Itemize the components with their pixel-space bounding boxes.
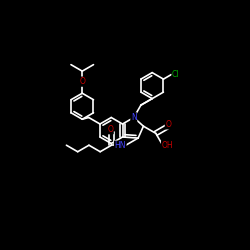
Text: N: N: [131, 113, 137, 122]
Text: O: O: [107, 125, 113, 134]
Text: HN: HN: [114, 141, 126, 150]
Text: OH: OH: [162, 141, 173, 150]
Text: O: O: [166, 120, 171, 129]
Text: O: O: [79, 77, 85, 86]
Text: Cl: Cl: [172, 70, 180, 79]
